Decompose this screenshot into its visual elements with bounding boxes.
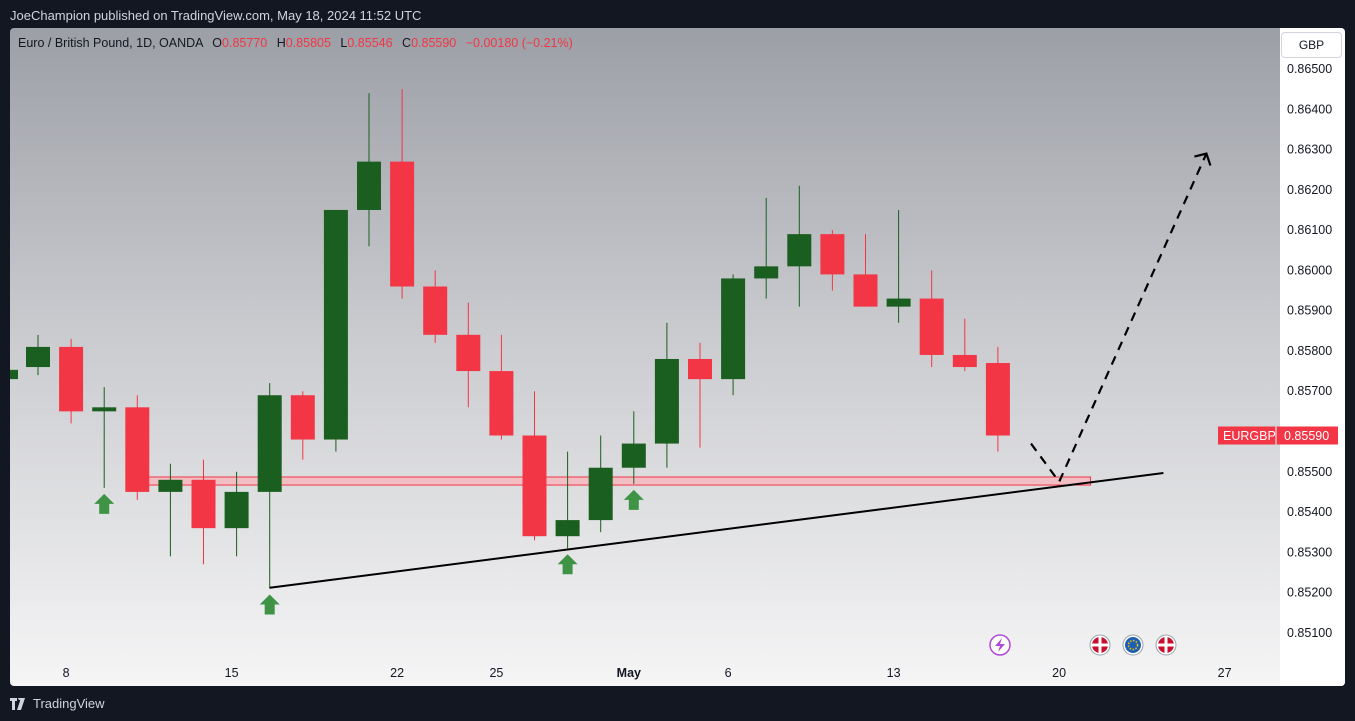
uk-flag-cross	[1158, 637, 1174, 653]
candle-partial	[10, 369, 18, 380]
candle-body[interactable]	[886, 298, 911, 307]
buy-arrow-icon	[94, 493, 115, 514]
x-tick-label: 13	[887, 666, 901, 680]
y-tick-label: 0.85900	[1287, 304, 1332, 318]
x-tick-label: 15	[225, 666, 239, 680]
buy-arrow-icon	[557, 554, 578, 575]
legend-low-label: L	[340, 36, 348, 50]
candle-body[interactable]	[125, 407, 150, 492]
projection-arrowhead	[1194, 152, 1212, 166]
candle-body[interactable]	[588, 467, 613, 521]
chart-frame: 0.851000.852000.853000.854000.855000.856…	[10, 28, 1345, 686]
y-tick-label: 0.85800	[1287, 344, 1332, 358]
price-tag-symbol: EURGBP	[1223, 429, 1276, 443]
candle-body[interactable]	[621, 443, 646, 468]
candle-body[interactable]	[919, 298, 944, 355]
legend-high-value: 0.85805	[285, 36, 331, 50]
uk-flag-cross	[1092, 637, 1108, 653]
footer-brand: TradingView	[33, 696, 105, 711]
candle-body[interactable]	[26, 346, 50, 368]
x-tick-label: 27	[1218, 666, 1232, 680]
price-tag	[1218, 426, 1338, 445]
x-tick-label: 20	[1052, 666, 1066, 680]
legend-close-label: C	[402, 36, 412, 50]
y-tick-label: 0.86200	[1287, 183, 1332, 197]
y-tick-label: 0.85400	[1287, 505, 1332, 519]
candle-body[interactable]	[787, 234, 812, 267]
price-tag-value: 0.85590	[1284, 429, 1329, 443]
trendline[interactable]	[269, 471, 1164, 589]
candle-body[interactable]	[820, 234, 845, 275]
currency-button[interactable]: GBP	[1281, 32, 1342, 58]
candle-body[interactable]	[323, 209, 348, 440]
candle-body[interactable]	[257, 395, 282, 492]
y-tick-label: 0.85200	[1287, 586, 1332, 600]
y-tick-label: 0.85100	[1287, 626, 1332, 640]
y-tick-label: 0.85700	[1287, 384, 1332, 398]
candle-body[interactable]	[290, 395, 315, 440]
y-tick-label: 0.86400	[1287, 102, 1332, 116]
tradingview-logo-icon	[10, 697, 25, 710]
price-axis-panel[interactable]	[1280, 28, 1345, 686]
y-tick-label: 0.86500	[1287, 62, 1332, 76]
candle-body[interactable]	[754, 266, 779, 279]
y-tick-label: 0.85500	[1287, 465, 1332, 479]
candle-body[interactable]	[224, 491, 249, 529]
footer: TradingView	[10, 696, 105, 711]
buy-arrow-icon	[623, 489, 644, 510]
legend-high-label: H	[276, 36, 286, 50]
chart-canvas[interactable]: 0.851000.852000.853000.854000.855000.856…	[10, 28, 1345, 686]
x-tick-label: 25	[489, 666, 503, 680]
candle-body[interactable]	[489, 371, 514, 436]
candle-body[interactable]	[191, 479, 216, 529]
candle-body[interactable]	[721, 278, 746, 380]
legend-open-value: 0.85770	[222, 36, 268, 50]
candle-body[interactable]	[158, 479, 183, 492]
candle-body[interactable]	[423, 286, 448, 335]
x-tick-label: 8	[63, 666, 70, 680]
candle-body[interactable]	[59, 346, 84, 412]
x-tick-label: 6	[725, 666, 732, 680]
y-tick-label: 0.86300	[1287, 143, 1332, 157]
eu-flag-icon[interactable]	[1125, 637, 1141, 653]
legend-low-value: 0.85546	[347, 36, 393, 50]
legend-symbol: Euro / British Pound, 1D, OANDA	[18, 36, 203, 50]
legend-close-value: 0.85590	[411, 36, 457, 50]
eu-stars	[1127, 639, 1139, 651]
candle-body[interactable]	[92, 407, 117, 412]
candle-body[interactable]	[853, 274, 878, 307]
candle-body[interactable]	[390, 161, 415, 287]
lightning-icon	[995, 638, 1005, 652]
publish-text: JoeChampion published on TradingView.com…	[10, 8, 422, 23]
candle-body[interactable]	[357, 161, 381, 210]
buy-arrow-icon	[259, 594, 280, 615]
projection-path[interactable]	[1030, 153, 1208, 484]
candle-body[interactable]	[952, 354, 977, 368]
candle-body[interactable]	[522, 435, 547, 537]
x-tick-label: 22	[390, 666, 404, 680]
legend-change: −0.00180 (−0.21%)	[465, 36, 573, 50]
x-tick-label: May	[617, 666, 641, 680]
y-tick-label: 0.86000	[1287, 263, 1332, 277]
candle-body[interactable]	[654, 358, 679, 444]
y-tick-label: 0.85300	[1287, 545, 1332, 559]
candle-body[interactable]	[985, 363, 1010, 436]
legend-open-label: O	[212, 36, 223, 50]
chart-legend: Euro / British Pound, 1D, OANDA O0.85770…	[18, 36, 573, 50]
candle-body[interactable]	[555, 520, 580, 537]
publish-header: JoeChampion published on TradingView.com…	[0, 0, 1355, 28]
candle-body[interactable]	[688, 358, 712, 380]
candle-body[interactable]	[456, 334, 481, 372]
y-tick-label: 0.86100	[1287, 223, 1332, 237]
